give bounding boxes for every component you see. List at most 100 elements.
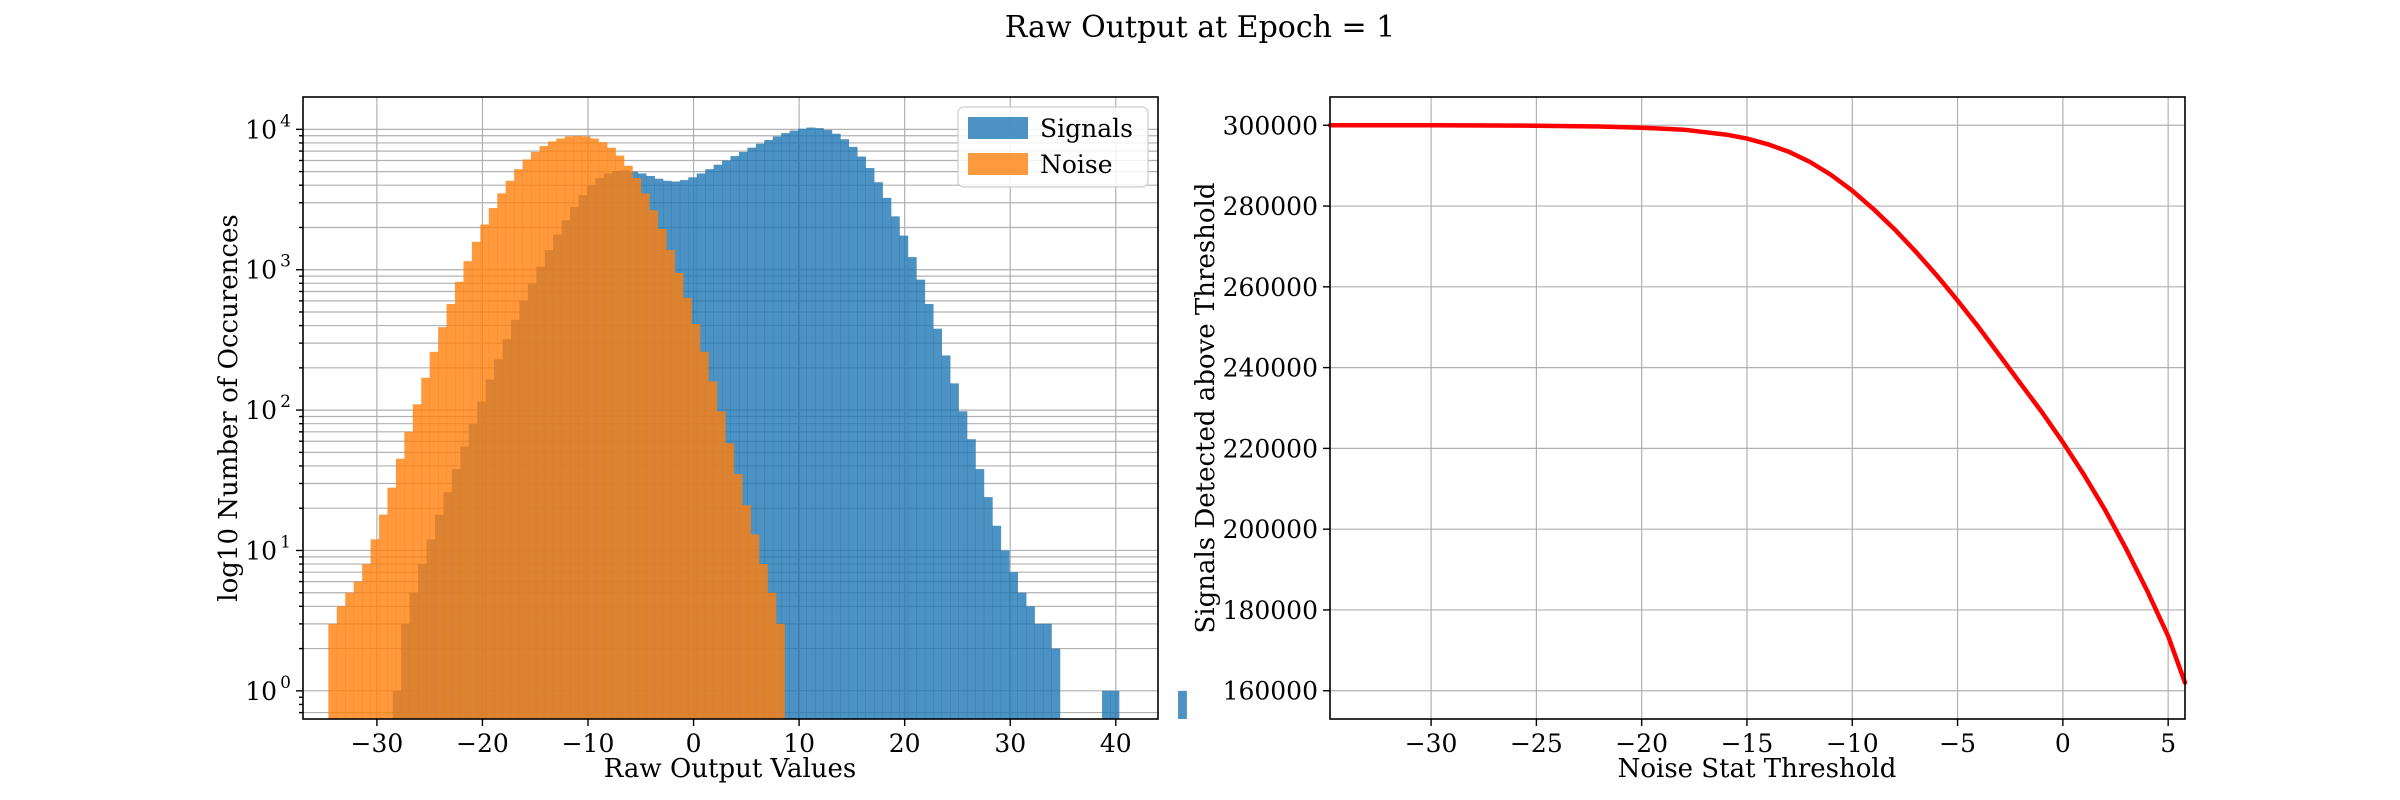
x-tick-label: 20 xyxy=(889,729,921,758)
line-chart-x-axis-label: Noise Stat Threshold xyxy=(1618,754,1897,784)
x-tick-label: −20 xyxy=(1615,729,1668,758)
y-tick-exponent: 0 xyxy=(280,673,291,693)
y-tick-label: 280000 xyxy=(1223,192,1318,221)
histogram-bar-signals xyxy=(1009,572,1019,719)
histogram-bar-noise xyxy=(429,351,439,719)
histogram-bar-noise xyxy=(328,623,338,719)
histogram-bar-noise xyxy=(345,592,355,719)
histogram-bar-signals xyxy=(1042,623,1052,719)
histogram-bar-signals xyxy=(992,525,1002,719)
histogram-bar-noise xyxy=(395,458,405,719)
histogram-bar-noise xyxy=(750,534,760,719)
histogram-legend: Signals Noise xyxy=(957,106,1149,188)
y-tick-exponent: 3 xyxy=(280,252,291,272)
histogram-bar-noise xyxy=(531,151,540,719)
histogram-bar-noise xyxy=(404,431,414,719)
histogram-bar-noise xyxy=(387,487,397,719)
x-tick-label: −30 xyxy=(351,729,404,758)
histogram-bar-noise xyxy=(455,281,464,719)
histogram-bar-noise xyxy=(590,138,599,720)
x-tick-label: −15 xyxy=(1721,729,1774,758)
histogram-bar-signals xyxy=(874,182,883,719)
histogram-bar-signals xyxy=(1017,592,1027,719)
histogram-bar-noise xyxy=(438,327,447,719)
histogram-bars xyxy=(328,127,1187,720)
histogram-bar-signals xyxy=(764,139,774,719)
histogram-bar-noise xyxy=(699,351,709,719)
histogram-bar-signals xyxy=(983,497,993,719)
histogram-bar-signals xyxy=(916,279,926,719)
histogram-bar-signals xyxy=(966,439,976,719)
histogram-bar-noise xyxy=(759,564,768,719)
histogram-bar-noise xyxy=(412,404,422,719)
x-tick-label: −10 xyxy=(1826,729,1879,758)
histogram-bar-noise xyxy=(733,474,743,719)
histogram-bar-signals xyxy=(958,411,968,719)
histogram-bar-noise xyxy=(522,159,532,719)
histogram-bar-signals xyxy=(747,147,757,720)
histogram-bar-signals xyxy=(907,257,917,719)
x-tick-label: −25 xyxy=(1510,729,1563,758)
histogram-bar-signals xyxy=(890,216,900,719)
y-tick-exponent: 4 xyxy=(280,111,291,131)
histogram-bar-signals xyxy=(840,139,850,720)
histogram-bar-signals xyxy=(1051,648,1061,719)
line-chart-frame xyxy=(1329,96,2186,720)
histogram-bar-signals xyxy=(755,143,765,719)
histogram-bar-noise xyxy=(742,505,751,719)
histogram-bar-noise xyxy=(480,224,490,719)
signals-detected-line xyxy=(1327,123,2188,685)
y-tick-label: 260000 xyxy=(1223,273,1318,302)
legend-label-noise: Noise xyxy=(1040,150,1113,179)
histogram-bar-signals xyxy=(1102,690,1111,719)
y-tick-label: 10 xyxy=(245,115,277,144)
line-chart-series xyxy=(1327,123,2188,685)
histogram-frame xyxy=(302,96,1159,720)
histogram-bar-signals xyxy=(975,469,985,719)
histogram-bar-signals xyxy=(806,127,816,720)
histogram-bar-noise xyxy=(379,514,388,719)
y-tick-label: 10 xyxy=(245,677,277,706)
histogram-bar-noise xyxy=(649,210,659,720)
histogram-y-axis-label: log10 Number of Occurences xyxy=(214,214,244,601)
histogram-bar-noise xyxy=(775,623,785,719)
x-tick-label: 10 xyxy=(783,729,815,758)
x-tick-label: −30 xyxy=(1405,729,1458,758)
histogram-bar-noise xyxy=(725,443,735,719)
y-tick-label: 240000 xyxy=(1223,354,1318,383)
histogram-bar-noise xyxy=(573,135,583,719)
histogram-bar-noise xyxy=(607,147,616,720)
legend-swatch-signals xyxy=(968,117,1028,139)
histogram-bar-noise xyxy=(488,208,498,719)
histogram-bar-noise xyxy=(370,539,380,719)
histogram-bar-noise xyxy=(547,141,557,720)
histogram-bar-noise xyxy=(666,250,675,719)
x-tick-label: 0 xyxy=(2055,729,2071,758)
histogram-bar-signals xyxy=(781,133,791,719)
y-tick-label: 200000 xyxy=(1223,515,1318,544)
histogram-bar-noise xyxy=(421,377,431,719)
histogram-bar-signals xyxy=(1110,690,1120,719)
histogram-bar-signals xyxy=(1034,623,1044,719)
histogram-bar-signals xyxy=(950,383,959,719)
histogram-bar-signals xyxy=(789,130,799,719)
histogram-bar-noise xyxy=(336,606,346,719)
histogram-bar-signals xyxy=(1026,606,1035,719)
histogram-x-axis-label: Raw Output Values xyxy=(604,754,856,784)
histogram-bar-noise xyxy=(497,193,507,719)
y-tick-exponent: 2 xyxy=(280,392,291,412)
histogram-bar-noise xyxy=(556,138,566,720)
y-tick-label: 10 xyxy=(245,256,277,285)
histogram-bar-signals xyxy=(933,328,943,719)
x-tick-label: 40 xyxy=(1100,729,1132,758)
histogram-bar-noise xyxy=(674,272,684,719)
y-tick-label: 180000 xyxy=(1223,596,1318,625)
histogram-bar-noise xyxy=(632,178,642,720)
histogram-bar-signals xyxy=(722,160,731,719)
histogram-bar-signals xyxy=(899,235,909,719)
histogram-bar-noise xyxy=(640,193,650,719)
histogram-bar-noise xyxy=(446,303,456,719)
histogram-bar-noise xyxy=(514,169,523,719)
